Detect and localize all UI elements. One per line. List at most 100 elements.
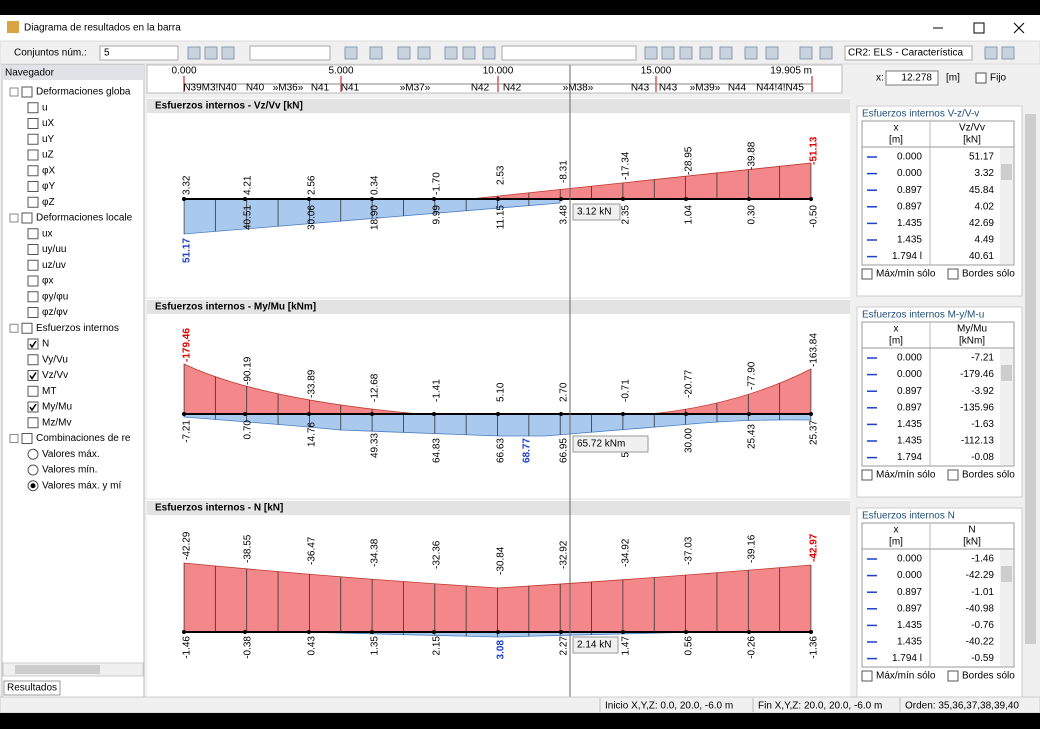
toolbar-icon[interactable]: [744, 46, 758, 60]
toolbar-icon[interactable]: [344, 46, 358, 60]
option-label[interactable]: Máx/mín sólo: [876, 671, 936, 682]
toolbar-icon[interactable]: [819, 46, 833, 60]
tree-item[interactable]: φY: [42, 181, 55, 192]
tree-item[interactable]: φZ: [42, 197, 55, 208]
tree-item[interactable]: u: [42, 102, 48, 113]
option-checkbox[interactable]: [861, 268, 873, 280]
tree-item[interactable]: φx: [42, 276, 53, 287]
expander[interactable]: [9, 434, 19, 443]
toolbar-icon[interactable]: [187, 46, 201, 60]
x-value[interactable]: 12.278: [901, 73, 932, 84]
toolbar-icon[interactable]: [765, 46, 779, 60]
checkbox[interactable]: [27, 244, 39, 255]
toolbar-icon[interactable]: [644, 46, 658, 60]
tree-item[interactable]: MT: [42, 386, 56, 397]
checkbox[interactable]: [27, 401, 39, 413]
checkbox[interactable]: [27, 354, 39, 366]
tree-item[interactable]: N: [42, 339, 49, 350]
toolbar-icon[interactable]: [444, 46, 458, 60]
sets-value[interactable]: 5: [104, 48, 110, 59]
x-input[interactable]: [885, 70, 939, 86]
option-label[interactable]: Bordes sólo: [962, 671, 1015, 682]
combo-box[interactable]: [249, 45, 331, 61]
tree-item[interactable]: uz/uv: [42, 260, 66, 271]
checkbox[interactable]: [27, 417, 39, 429]
expander[interactable]: [9, 213, 19, 223]
option-checkbox[interactable]: [947, 469, 959, 481]
tree-item[interactable]: Valores máx.: [42, 449, 100, 460]
checkbox[interactable]: [27, 370, 39, 381]
checkbox[interactable]: [27, 133, 39, 145]
tree-item[interactable]: Deformaciones locale: [36, 213, 133, 224]
group-box[interactable]: [21, 86, 33, 98]
toolbar-icon[interactable]: [417, 46, 431, 60]
toolbar-icon[interactable]: [984, 46, 998, 60]
nav-tab-label[interactable]: Resultados: [7, 683, 57, 694]
group-box[interactable]: [21, 322, 33, 334]
tree-item[interactable]: φy/φu: [42, 291, 68, 302]
option-label[interactable]: Bordes sólo: [962, 269, 1015, 280]
toolbar-icon[interactable]: [699, 46, 713, 60]
option-label[interactable]: Bordes sólo: [962, 470, 1015, 481]
option-checkbox[interactable]: [861, 670, 873, 682]
tree-item[interactable]: My/Mu: [42, 402, 72, 413]
toolbar-icon[interactable]: [679, 46, 693, 60]
tree-item[interactable]: Valores mín.: [42, 465, 97, 476]
checkbox[interactable]: [27, 291, 39, 303]
checkbox[interactable]: [27, 307, 39, 318]
toolbar-icon[interactable]: [799, 46, 813, 60]
toolbar-icon[interactable]: [369, 46, 383, 60]
tree-item[interactable]: uZ: [42, 150, 54, 161]
toolbar-icon[interactable]: [719, 46, 733, 60]
tree-item[interactable]: uX: [42, 118, 55, 129]
tree-item[interactable]: Esfuerzos internos: [36, 323, 119, 334]
tree-item[interactable]: φX: [42, 165, 55, 176]
tree-item[interactable]: uY: [42, 134, 55, 145]
toolbar-icon[interactable]: [221, 46, 235, 60]
close-button[interactable]: [1013, 22, 1025, 34]
combo-box[interactable]: [501, 45, 637, 61]
checkbox[interactable]: [27, 259, 39, 271]
checkbox[interactable]: [27, 165, 39, 177]
tree-item[interactable]: Mz/Mv: [42, 417, 71, 428]
sets-combo[interactable]: [99, 45, 179, 61]
checkbox[interactable]: [27, 196, 39, 208]
checkbox[interactable]: [27, 118, 39, 129]
option-checkbox[interactable]: [861, 469, 873, 481]
group-box[interactable]: [21, 433, 33, 444]
radio[interactable]: [27, 448, 39, 460]
tree-item[interactable]: Deformaciones globa: [36, 87, 131, 98]
radio[interactable]: [27, 464, 39, 476]
load-combo-text[interactable]: CR2: ELS - Característica: [848, 48, 963, 59]
toolbar-icon[interactable]: [397, 46, 411, 60]
tree-item[interactable]: Valores máx. y mí: [42, 480, 121, 491]
checkbox[interactable]: [27, 275, 39, 287]
checkbox[interactable]: [27, 102, 39, 114]
checkbox[interactable]: [27, 149, 39, 161]
checkbox[interactable]: [27, 338, 39, 350]
fixed-checkbox[interactable]: [975, 72, 987, 84]
option-checkbox[interactable]: [947, 670, 959, 682]
tree-item[interactable]: Vy/Vu: [42, 354, 68, 365]
toolbar-icon[interactable]: [462, 46, 476, 60]
tree-item[interactable]: φz/φv: [42, 307, 68, 318]
tree-item[interactable]: uy/uu: [42, 244, 66, 255]
option-label[interactable]: Máx/mín sólo: [876, 470, 936, 481]
tree-item[interactable]: Vz/Vv: [42, 370, 68, 381]
toolbar-icon[interactable]: [1001, 46, 1015, 60]
fixed-label[interactable]: Fijo: [990, 73, 1007, 84]
option-label[interactable]: Máx/mín sólo: [876, 269, 936, 280]
checkbox[interactable]: [27, 228, 39, 240]
nav-tab[interactable]: [3, 680, 61, 696]
expander[interactable]: [9, 87, 19, 97]
checkbox[interactable]: [27, 385, 39, 397]
option-checkbox[interactable]: [947, 268, 959, 280]
tree-item[interactable]: Combinaciones de re: [36, 433, 131, 444]
tree-item[interactable]: ux: [42, 228, 53, 239]
maximize-button[interactable]: [973, 22, 985, 34]
toolbar-icon[interactable]: [661, 46, 675, 60]
toolbar-icon[interactable]: [204, 46, 218, 60]
checkbox[interactable]: [27, 181, 39, 192]
load-combo[interactable]: [844, 45, 973, 61]
group-box[interactable]: [21, 212, 33, 224]
